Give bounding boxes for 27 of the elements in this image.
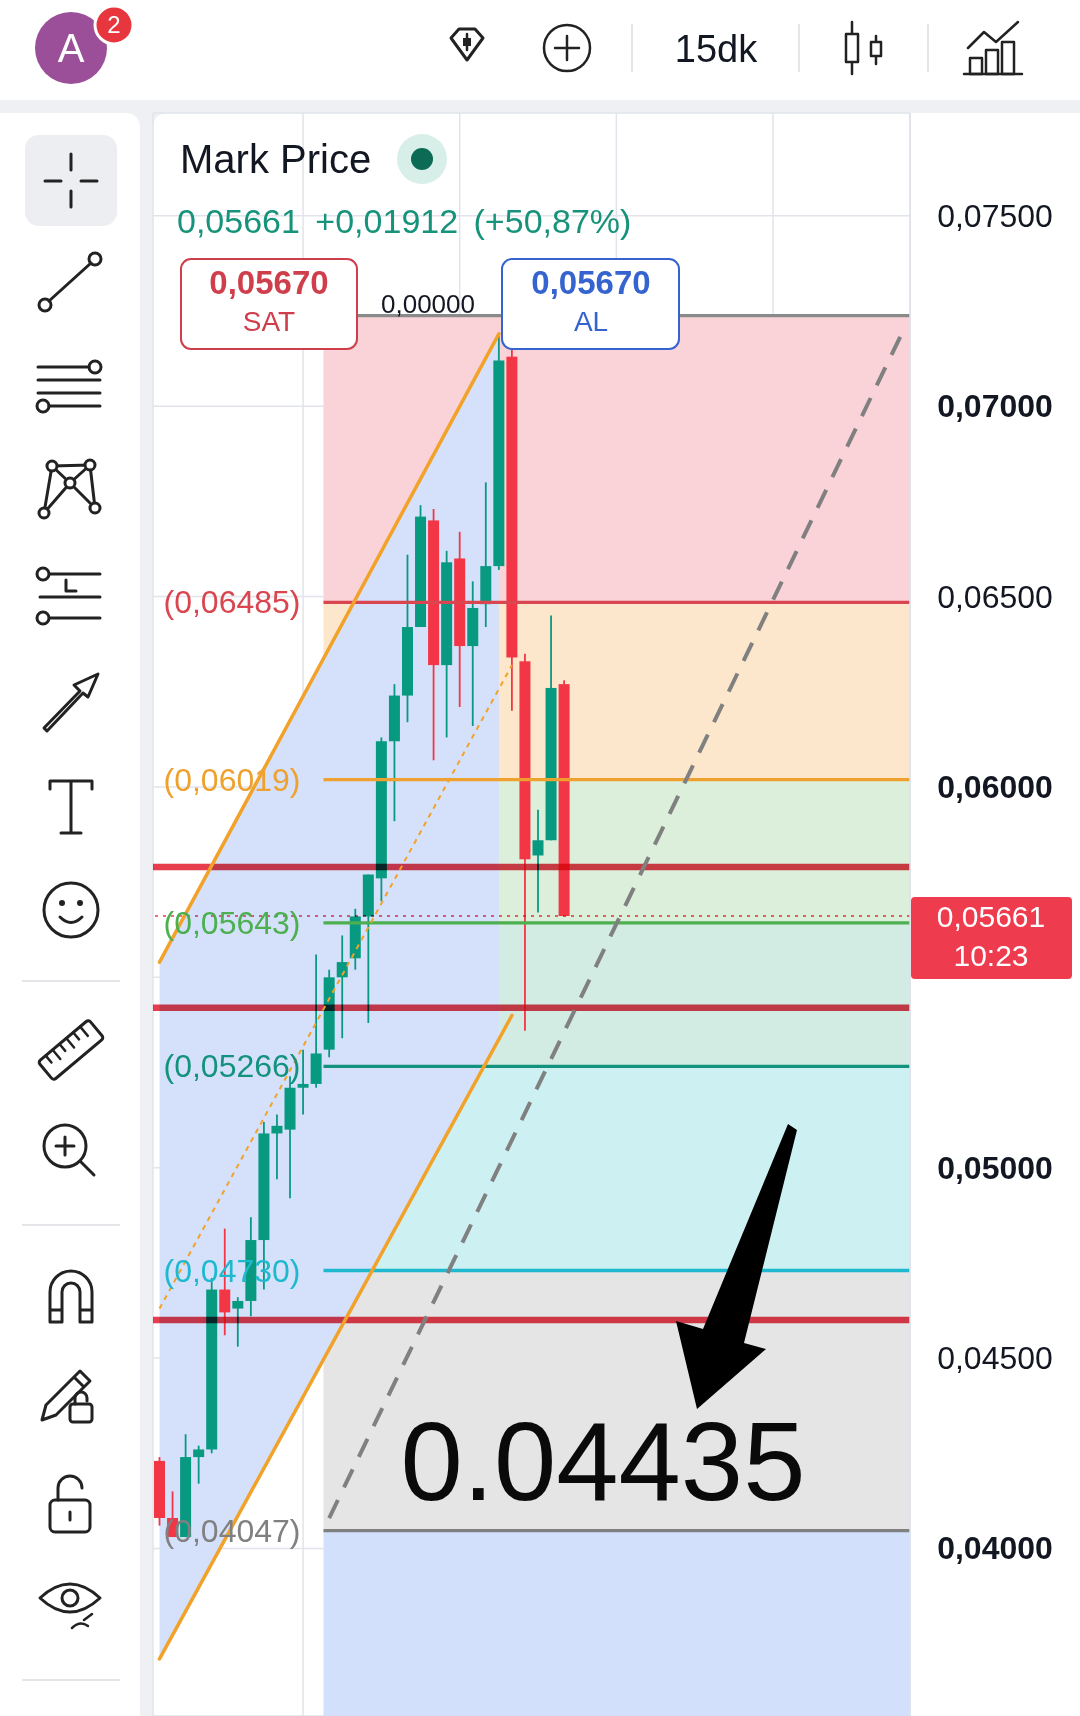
ref-line-label: (0,05266) — [163, 1048, 301, 1085]
y-tick-label: 0,06000 — [937, 768, 1053, 805]
candlestick — [193, 1444, 205, 1485]
text: Mark Price — [180, 136, 372, 182]
annotation: 0,05670 — [531, 264, 651, 301]
ref-line-label: 0,05661 — [936, 900, 1046, 934]
annotation: SAT — [242, 306, 296, 337]
candlestick — [232, 1296, 244, 1348]
text: 0,05661 +0,01912 (+50,87%) — [177, 201, 632, 241]
y-tick-label: 0,05000 — [937, 1149, 1053, 1186]
text: 2 — [107, 11, 121, 38]
ref-line-label: (0,06485) — [163, 584, 301, 621]
candlestick — [271, 1113, 283, 1181]
annotation: 0,00000 — [381, 289, 475, 319]
text: 15dk — [674, 28, 759, 70]
y-tick-label: 0,06500 — [937, 578, 1053, 615]
y-tick-label: 0,04500 — [937, 1340, 1053, 1377]
y-tick-label: 0,07500 — [937, 197, 1053, 234]
annotation: AL — [573, 306, 609, 337]
text: 10:23 — [953, 939, 1029, 972]
candlestick — [532, 808, 544, 914]
annotation: 0,05670 — [209, 264, 329, 301]
text: A — [57, 26, 85, 70]
annotation: 0.04435 — [400, 1399, 806, 1524]
candlestick — [297, 1048, 309, 1116]
y-tick-label: 0,04000 — [937, 1530, 1053, 1567]
y-tick-label: 0,07000 — [937, 388, 1053, 425]
